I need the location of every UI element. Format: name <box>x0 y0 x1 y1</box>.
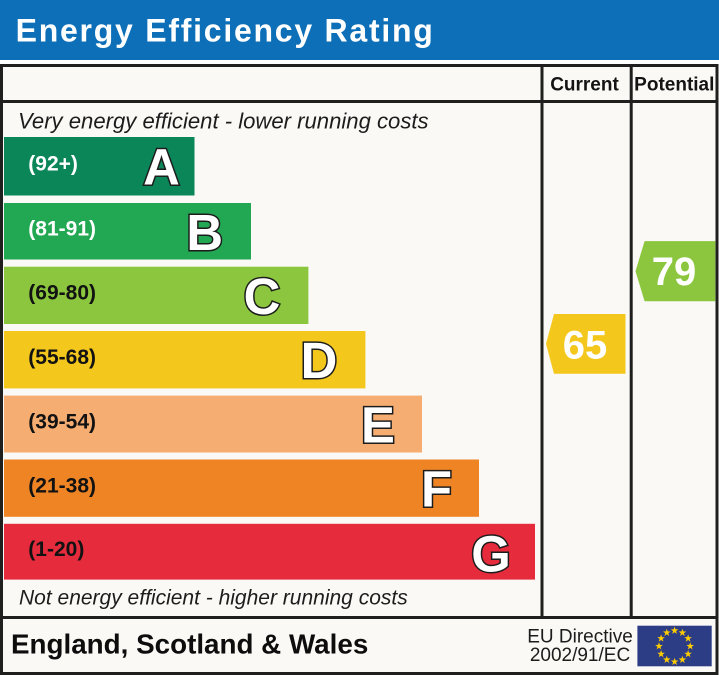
svg-text:E: E <box>361 397 395 454</box>
svg-text:England, Scotland & Wales: England, Scotland & Wales <box>11 628 368 659</box>
svg-text:(55-68): (55-68) <box>28 346 96 369</box>
svg-text:Energy Efficiency Rating: Energy Efficiency Rating <box>16 13 435 49</box>
svg-text:Not energy efficient - higher: Not energy efficient - higher running co… <box>19 587 408 610</box>
svg-text:65: 65 <box>563 323 608 367</box>
svg-text:G: G <box>471 525 511 582</box>
svg-text:(39-54): (39-54) <box>28 410 96 433</box>
svg-text:(92+): (92+) <box>28 153 78 176</box>
svg-text:2002/91/EC: 2002/91/EC <box>530 645 630 666</box>
svg-text:(1-20): (1-20) <box>28 538 84 561</box>
svg-text:Current: Current <box>550 75 619 96</box>
svg-text:EU Directive: EU Directive <box>527 627 633 648</box>
svg-text:F: F <box>421 461 452 518</box>
svg-text:D: D <box>301 332 338 389</box>
svg-text:A: A <box>143 139 180 196</box>
svg-text:(81-91): (81-91) <box>28 218 96 241</box>
svg-text:C: C <box>244 268 281 325</box>
svg-text:79: 79 <box>652 250 697 294</box>
svg-text:(69-80): (69-80) <box>28 282 96 305</box>
svg-text:Potential: Potential <box>634 75 714 96</box>
svg-text:Very energy efficient - lower: Very energy efficient - lower running co… <box>18 108 429 133</box>
svg-text:B: B <box>186 204 223 261</box>
svg-text:(21-38): (21-38) <box>28 474 96 497</box>
